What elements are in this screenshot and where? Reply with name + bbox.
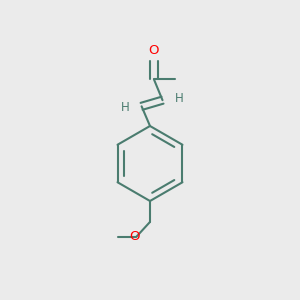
Text: O: O <box>149 44 159 57</box>
Text: H: H <box>175 92 183 105</box>
Text: H: H <box>121 101 130 114</box>
Text: O: O <box>130 230 140 243</box>
